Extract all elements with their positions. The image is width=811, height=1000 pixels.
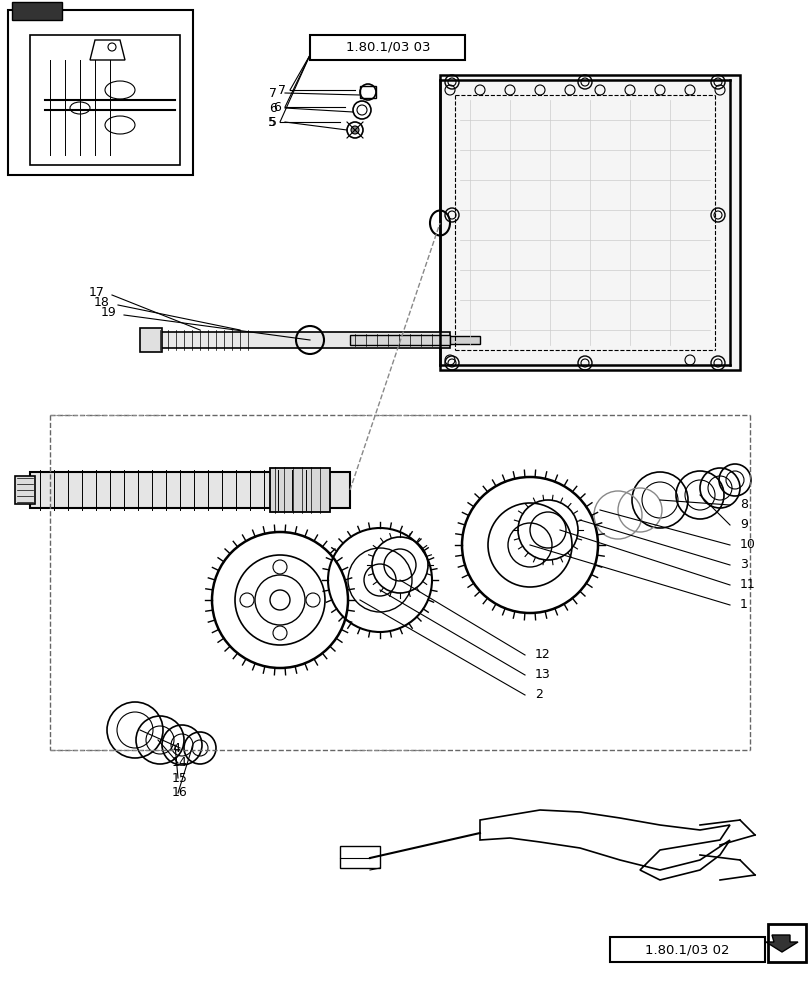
Text: 17: 17 — [89, 286, 105, 300]
Text: 14: 14 — [172, 756, 187, 770]
Text: 4: 4 — [172, 741, 180, 754]
Text: 6: 6 — [268, 102, 277, 115]
Bar — [30, 472, 350, 508]
Text: 6: 6 — [272, 101, 281, 114]
Text: 15: 15 — [172, 772, 187, 784]
Polygon shape — [765, 935, 797, 952]
Circle shape — [350, 126, 358, 134]
Text: 2: 2 — [534, 688, 543, 702]
Bar — [15, 476, 35, 504]
Text: 5: 5 — [268, 116, 276, 129]
Text: 7: 7 — [277, 84, 285, 97]
Bar — [609, 937, 764, 962]
Text: 1.80.1/03 02: 1.80.1/03 02 — [644, 943, 728, 956]
Bar — [270, 468, 329, 512]
Bar — [8, 10, 193, 175]
Text: 12: 12 — [534, 648, 550, 662]
Bar — [350, 335, 449, 345]
Bar — [767, 924, 805, 962]
Text: 13: 13 — [534, 668, 550, 682]
Bar — [12, 2, 62, 20]
Text: 18: 18 — [94, 296, 109, 310]
Bar — [310, 35, 465, 60]
Text: 9: 9 — [739, 518, 747, 532]
Text: 11: 11 — [739, 578, 755, 591]
Text: 1.80.1/03 03: 1.80.1/03 03 — [345, 41, 430, 54]
Text: 7: 7 — [268, 87, 277, 100]
Text: 19: 19 — [100, 306, 116, 320]
Text: 8: 8 — [739, 498, 747, 512]
Text: 5: 5 — [268, 116, 277, 129]
Text: 16: 16 — [172, 786, 187, 799]
Text: 3: 3 — [739, 558, 747, 572]
FancyBboxPatch shape — [440, 75, 739, 370]
Bar — [139, 328, 162, 352]
Bar — [160, 332, 449, 348]
Text: 10: 10 — [739, 538, 755, 552]
Bar — [449, 336, 479, 344]
Bar — [340, 846, 380, 868]
Text: 1: 1 — [739, 598, 747, 611]
